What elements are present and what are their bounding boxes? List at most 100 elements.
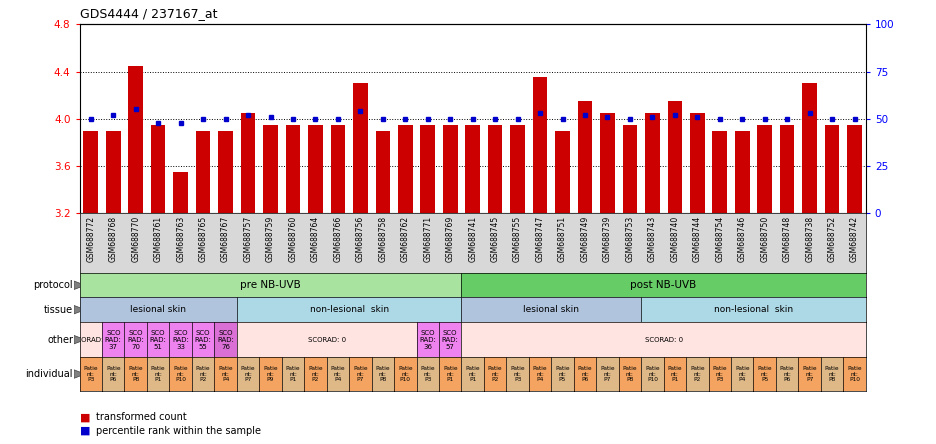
Text: pre NB-UVB: pre NB-UVB bbox=[241, 280, 300, 290]
Text: GSM688758: GSM688758 bbox=[378, 216, 388, 262]
Text: GSM688740: GSM688740 bbox=[670, 216, 680, 262]
Text: non-lesional  skin: non-lesional skin bbox=[714, 305, 793, 314]
Text: GSM688760: GSM688760 bbox=[288, 216, 298, 262]
Polygon shape bbox=[74, 305, 85, 314]
Text: Patie
nt:
P2: Patie nt: P2 bbox=[196, 366, 211, 382]
Text: GSM688748: GSM688748 bbox=[782, 216, 792, 262]
Text: lesional skin: lesional skin bbox=[130, 305, 186, 314]
Text: Patie
nt:
P9: Patie nt: P9 bbox=[263, 366, 278, 382]
Text: Patie
nt:
P4: Patie nt: P4 bbox=[533, 366, 548, 382]
Bar bbox=[578, 101, 592, 213]
Text: Patie
nt:
P7: Patie nt: P7 bbox=[241, 366, 256, 382]
Bar bbox=[83, 131, 98, 213]
Text: Patie
nt:
P4: Patie nt: P4 bbox=[735, 366, 750, 382]
Text: GSM688757: GSM688757 bbox=[243, 216, 253, 262]
Text: Patie
nt:
P8: Patie nt: P8 bbox=[375, 366, 390, 382]
Bar bbox=[825, 125, 840, 213]
Bar bbox=[645, 113, 660, 213]
Text: GSM688752: GSM688752 bbox=[827, 216, 837, 262]
Bar bbox=[690, 113, 705, 213]
Text: GSM688759: GSM688759 bbox=[266, 216, 275, 262]
Text: GSM688745: GSM688745 bbox=[490, 216, 500, 262]
Text: SCO
RAD:
76: SCO RAD: 76 bbox=[217, 329, 234, 350]
Bar bbox=[173, 172, 188, 213]
Text: GSM688765: GSM688765 bbox=[198, 216, 208, 262]
Text: GSM688771: GSM688771 bbox=[423, 216, 432, 262]
Text: Patie
nt:
P10: Patie nt: P10 bbox=[847, 366, 862, 382]
Text: Patie
nt:
P8: Patie nt: P8 bbox=[622, 366, 637, 382]
Bar bbox=[263, 125, 278, 213]
Bar bbox=[285, 125, 300, 213]
Text: Patie
nt:
P6: Patie nt: P6 bbox=[578, 366, 592, 382]
Text: Patie
nt:
P4: Patie nt: P4 bbox=[330, 366, 345, 382]
Text: Patie
nt:
P1: Patie nt: P1 bbox=[443, 366, 458, 382]
Text: Patie
nt:
P1: Patie nt: P1 bbox=[285, 366, 300, 382]
Text: GSM688767: GSM688767 bbox=[221, 216, 230, 262]
Bar bbox=[465, 125, 480, 213]
Text: non-lesional  skin: non-lesional skin bbox=[310, 305, 388, 314]
Text: GSM688742: GSM688742 bbox=[850, 216, 859, 262]
Text: Patie
nt:
P3: Patie nt: P3 bbox=[712, 366, 727, 382]
Text: GSM688746: GSM688746 bbox=[738, 216, 747, 262]
Polygon shape bbox=[74, 281, 85, 289]
Bar bbox=[218, 131, 233, 213]
Text: Patie
nt:
P3: Patie nt: P3 bbox=[83, 366, 98, 382]
Text: Patie
nt:
P10: Patie nt: P10 bbox=[173, 366, 188, 382]
Bar bbox=[106, 131, 121, 213]
Text: tissue: tissue bbox=[44, 305, 73, 315]
Bar bbox=[128, 66, 143, 213]
Text: SCO
RAD:
55: SCO RAD: 55 bbox=[195, 329, 212, 350]
Bar bbox=[622, 125, 637, 213]
Bar bbox=[712, 131, 727, 213]
Text: GSM688741: GSM688741 bbox=[468, 216, 477, 262]
Text: GSM688750: GSM688750 bbox=[760, 216, 769, 262]
Bar bbox=[555, 131, 570, 213]
Text: Patie
nt:
P4: Patie nt: P4 bbox=[218, 366, 233, 382]
Text: Patie
nt:
P2: Patie nt: P2 bbox=[488, 366, 503, 382]
Bar bbox=[151, 125, 166, 213]
Text: Patie
nt:
P1: Patie nt: P1 bbox=[151, 366, 166, 382]
Text: GSM688764: GSM688764 bbox=[311, 216, 320, 262]
Text: other: other bbox=[47, 335, 73, 345]
Text: GSM688739: GSM688739 bbox=[603, 216, 612, 262]
Text: Patie
nt:
P3: Patie nt: P3 bbox=[420, 366, 435, 382]
Text: GSM688751: GSM688751 bbox=[558, 216, 567, 262]
Text: GSM688766: GSM688766 bbox=[333, 216, 343, 262]
Text: SCO
RAD:
36: SCO RAD: 36 bbox=[419, 329, 436, 350]
Bar bbox=[330, 125, 345, 213]
Text: SCO
RAD:
33: SCO RAD: 33 bbox=[172, 329, 189, 350]
Bar bbox=[780, 125, 795, 213]
Text: SCO
RAD:
37: SCO RAD: 37 bbox=[105, 329, 122, 350]
Text: Patie
nt:
P7: Patie nt: P7 bbox=[353, 366, 368, 382]
Text: SCO
RAD:
70: SCO RAD: 70 bbox=[127, 329, 144, 350]
Text: post NB-UVB: post NB-UVB bbox=[631, 280, 696, 290]
Text: GSM688738: GSM688738 bbox=[805, 216, 814, 262]
Text: GSM688762: GSM688762 bbox=[401, 216, 410, 262]
Text: lesional skin: lesional skin bbox=[523, 305, 579, 314]
Text: GSM688763: GSM688763 bbox=[176, 216, 185, 262]
Polygon shape bbox=[74, 335, 85, 344]
Text: individual: individual bbox=[25, 369, 73, 379]
Text: SCORAD: 0: SCORAD: 0 bbox=[645, 337, 682, 343]
Text: Patie
nt:
P6: Patie nt: P6 bbox=[106, 366, 121, 382]
Text: GSM688747: GSM688747 bbox=[535, 216, 545, 262]
Text: GSM688755: GSM688755 bbox=[513, 216, 522, 262]
Text: GSM688754: GSM688754 bbox=[715, 216, 724, 262]
Text: GSM688761: GSM688761 bbox=[154, 216, 163, 262]
Bar bbox=[353, 83, 368, 213]
Text: Patie
nt:
P2: Patie nt: P2 bbox=[308, 366, 323, 382]
Text: GSM688769: GSM688769 bbox=[446, 216, 455, 262]
Text: Patie
nt:
P10: Patie nt: P10 bbox=[398, 366, 413, 382]
Bar bbox=[757, 125, 772, 213]
Text: SCO
RAD:
57: SCO RAD: 57 bbox=[442, 329, 459, 350]
Text: GSM688772: GSM688772 bbox=[86, 216, 95, 262]
Text: ■: ■ bbox=[80, 426, 94, 436]
Text: GSM688744: GSM688744 bbox=[693, 216, 702, 262]
Bar bbox=[600, 113, 615, 213]
Text: Patie
nt:
P3: Patie nt: P3 bbox=[510, 366, 525, 382]
Text: transformed count: transformed count bbox=[96, 412, 187, 422]
Text: protocol: protocol bbox=[34, 280, 73, 290]
Text: SCO
RAD:
51: SCO RAD: 51 bbox=[150, 329, 167, 350]
Text: Patie
nt:
P7: Patie nt: P7 bbox=[600, 366, 615, 382]
Text: Patie
nt:
P8: Patie nt: P8 bbox=[128, 366, 143, 382]
